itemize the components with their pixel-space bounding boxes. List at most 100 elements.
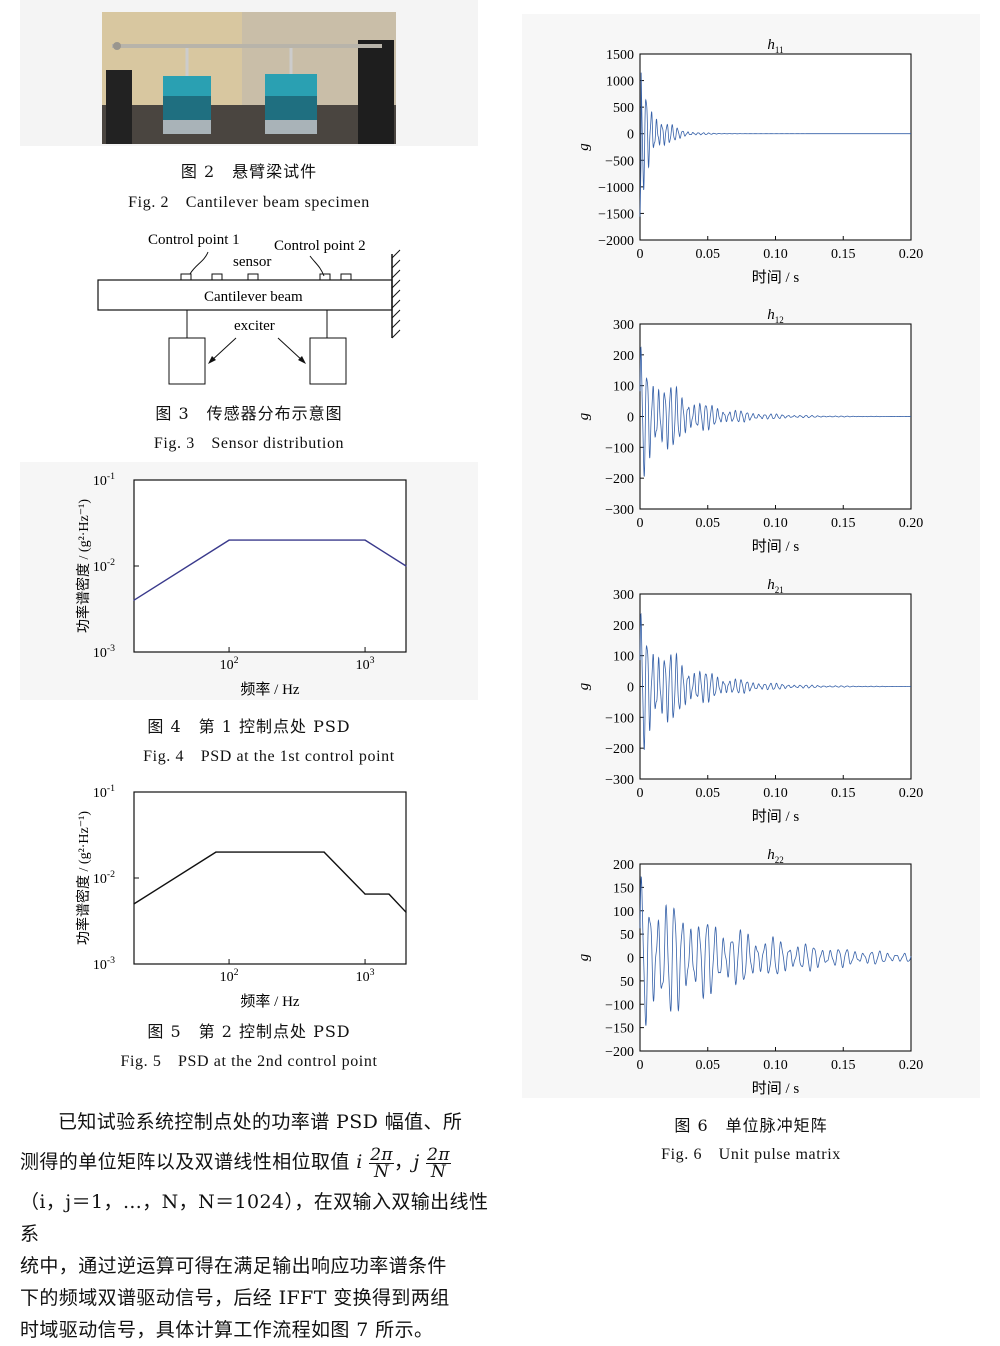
x-tick-label: 0.15 (831, 516, 856, 531)
x-tick-label: 0.05 (696, 516, 721, 531)
psd-breakpoint (323, 851, 325, 853)
y-tick-label: 0 (627, 128, 634, 143)
y-tick-label: 100 (613, 905, 634, 920)
wall-hatch (391, 249, 401, 339)
plot-title: h22 (767, 847, 784, 865)
fig6-caption-cn: 图 6 单位脉冲矩阵 (674, 1116, 828, 1135)
fig5-caption-cn: 图 5 第 2 控制点处 PSD (147, 1022, 351, 1041)
y-axis-label: 功率谱密度 / (g²·Hz⁻¹) (75, 811, 92, 945)
y-axis-label: 功率谱密度 / (g²·Hz⁻¹) (75, 499, 92, 633)
psd-breakpoint (228, 539, 230, 541)
y-tick-label: −1000 (598, 181, 634, 196)
x-tick-label: 103 (356, 655, 375, 673)
x-tick-label: 0.15 (831, 1058, 856, 1073)
x-axis-label: 频率 / Hz (240, 681, 300, 698)
psd-breakpoint (215, 851, 217, 853)
fig4-caption-cn: 图 4 第 1 控制点处 PSD (147, 717, 351, 736)
x-tick-label: 0.05 (696, 786, 721, 801)
y-axis-label: g (576, 953, 592, 961)
sensor-3 (247, 273, 259, 281)
y-tick-label: 50 (620, 928, 634, 943)
fig4-caption-en: Fig. 4 PSD at the 1st control point (143, 748, 395, 765)
sensor-4 (319, 273, 331, 281)
fig4-panel: 102 103 10-1 10-2 10-3 频率 / Hz 功率谱密度 / (g²·Hz⁻… (20, 462, 478, 700)
x-axis-label: 时间 / s (752, 1080, 800, 1097)
y-tick-label: −500 (605, 154, 634, 169)
y-tick-label: 100 (613, 380, 634, 395)
x-tick-label: 0 (637, 1058, 644, 1073)
pointer-cp2 (309, 255, 325, 277)
y-tick-label: 1000 (606, 75, 634, 90)
x-tick-label: 0.05 (696, 247, 721, 262)
x-tick-label: 0.05 (696, 1058, 721, 1073)
arrow-exciter-2 (277, 337, 305, 363)
impulse-series-line (639, 346, 912, 477)
impulse-series-line (639, 875, 912, 1026)
x-tick-label: 0.10 (763, 247, 788, 262)
fig3-caption-cn: 图 3 传感器分布示意图 (155, 404, 343, 423)
y-tick-label: −150 (605, 1022, 634, 1037)
y-tick-label: 10-2 (93, 869, 115, 887)
para-line-3: （i，j＝1，…，N，N＝1024），在双输入双输出线性系 (20, 1191, 489, 1245)
y-tick-label: 200 (613, 858, 634, 873)
sensor-1 (180, 273, 192, 281)
x-tick-label: 0.15 (831, 247, 856, 262)
psd-series-line (133, 851, 407, 913)
fraction-2pi-n-a: 2π N (369, 1144, 394, 1182)
para-line-5: 下的频域双谱驱动信号，后经 IFFT 变换得到两组 (20, 1287, 450, 1309)
fig5-psd-chart: 102 103 10-1 10-2 10-3 频率 / Hz 功率谱密度 / (g²·Hz⁻… (75, 783, 407, 1010)
x-tick-label: 0.20 (899, 1058, 924, 1073)
y-tick-label: −200 (605, 1045, 634, 1060)
y-tick-label: −200 (605, 472, 634, 487)
fig6-caption-en: Fig. 6 Unit pulse matrix (661, 1146, 841, 1163)
y-tick-label: −100 (605, 711, 634, 726)
y-tick-label: −100 (605, 998, 634, 1013)
x-tick-label: 0.20 (899, 786, 924, 801)
pointer-cp1 (189, 251, 209, 275)
body-paragraph: 已知试验系统控制点处的功率谱 PSD 幅值、所 测得的单位矩阵以及双谱线性相位取… (20, 1106, 490, 1346)
x-tick-label: 0.10 (763, 516, 788, 531)
psd-breakpoint (133, 903, 135, 905)
y-tick-label: 10-3 (93, 955, 115, 973)
plot-frame (133, 791, 407, 965)
y-tick-label: 10-1 (93, 783, 115, 801)
y-tick-label: 0 (627, 952, 634, 967)
y-tick-label: 300 (613, 588, 634, 603)
plot-title: h21 (767, 577, 784, 595)
x-tick-label: 0 (637, 247, 644, 262)
fig6-panel: h11 1500 1000 500 0 −500 −1000 −1500 −2000 0 0.05 0… (522, 14, 980, 1098)
y-tick-label: −200 (605, 742, 634, 757)
x-tick-label: 0.10 (763, 786, 788, 801)
x-tick-label: 0.10 (763, 1058, 788, 1073)
x-tick-label: 102 (220, 655, 239, 673)
fig5-caption-en: Fig. 5 PSD at the 2nd control point (120, 1053, 378, 1070)
label-exciter: exciter (234, 318, 275, 334)
psd-breakpoint (405, 911, 407, 913)
y-tick-label: 0 (627, 681, 634, 696)
y-tick-label: 10-3 (93, 643, 115, 661)
x-axis-label: 时间 / s (752, 538, 800, 555)
y-tick-label: 1500 (606, 48, 634, 63)
label-control-point-1: Control point 1 (148, 232, 240, 248)
y-tick-label: 10-2 (93, 557, 115, 575)
y-tick-label: 10-1 (93, 471, 115, 489)
x-tick-label: 0 (637, 786, 644, 801)
fig2-caption-en: Fig. 2 Cantilever beam specimen (128, 194, 370, 211)
y-tick-label: −300 (605, 503, 634, 518)
fig3-caption-en: Fig. 3 Sensor distribution (153, 435, 345, 452)
x-tick-label: 102 (220, 967, 239, 985)
x-axis-label: 时间 / s (752, 269, 800, 286)
impulse-series-line (639, 612, 912, 750)
psd-breakpoint (388, 893, 390, 895)
y-tick-label: 300 (613, 318, 634, 333)
y-axis-label: g (576, 143, 592, 151)
fraction-2pi-n-b: 2π N (426, 1144, 451, 1182)
y-tick-label: 50 (620, 975, 634, 990)
plot-frame (133, 479, 407, 653)
y-tick-label: 0 (627, 411, 634, 426)
fig2-caption-cn: 图 2 悬臂梁试件 (180, 162, 318, 181)
fig4-psd-chart: 102 103 10-1 10-2 10-3 频率 / Hz 功率谱密度 / (g²·Hz⁻… (75, 471, 407, 698)
label-cantilever-beam: Cantilever beam (204, 289, 303, 305)
